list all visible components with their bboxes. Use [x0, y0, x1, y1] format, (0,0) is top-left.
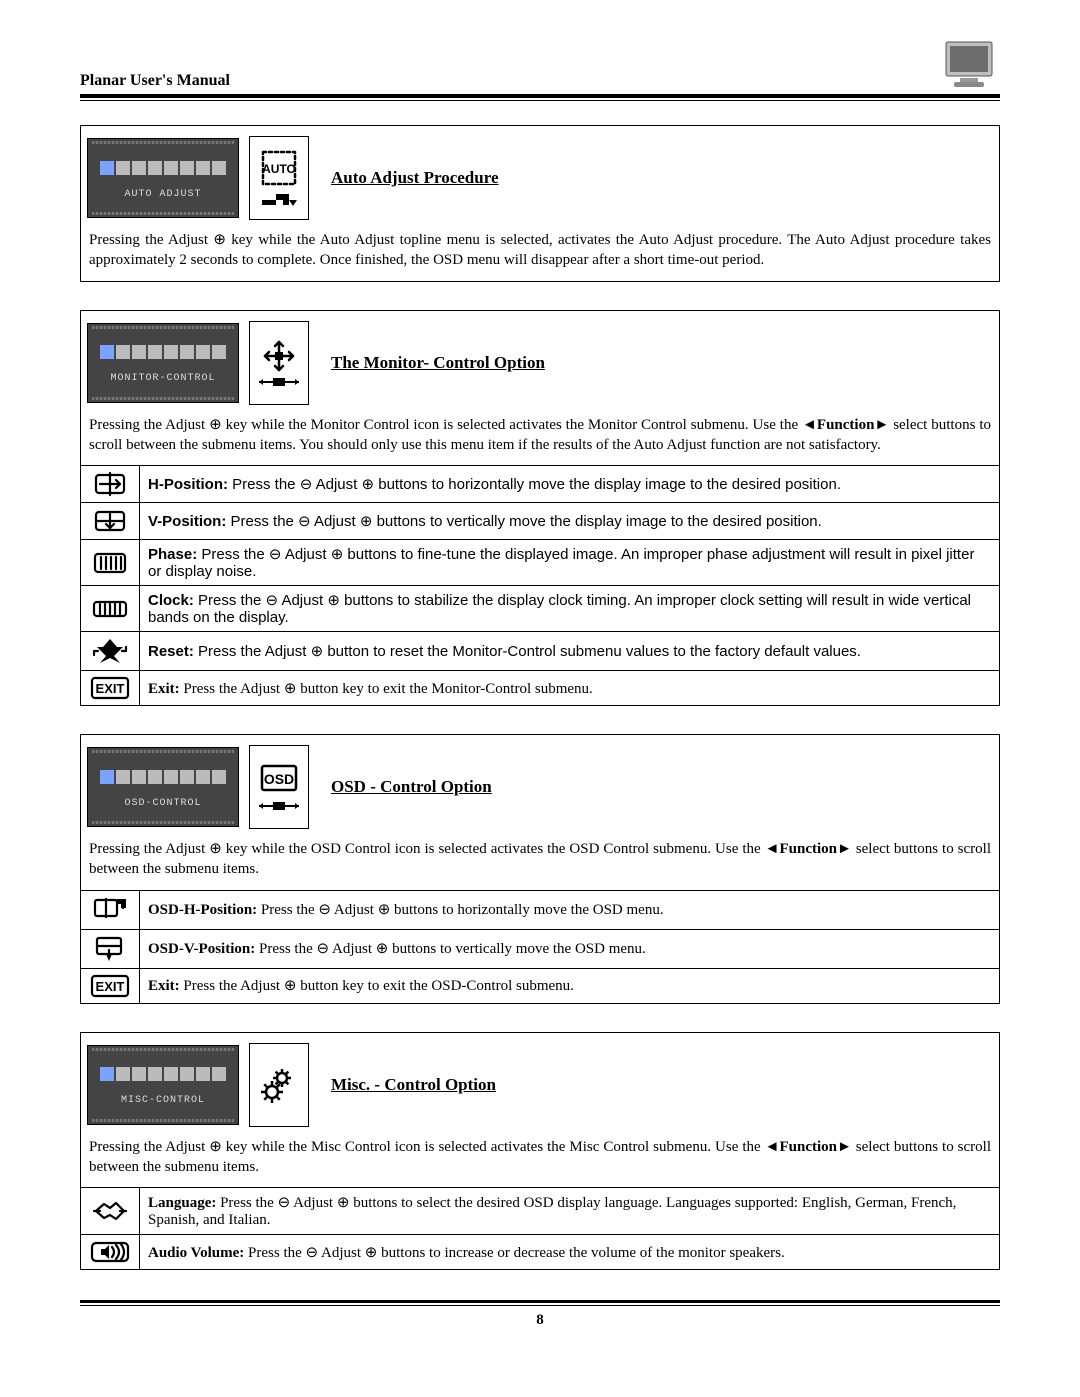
section-title: The Monitor- Control Option — [331, 353, 545, 373]
row-description: Phase: Press the ⊖ Adjust ⊕ buttons to f… — [140, 540, 1000, 586]
section-box: MISC-CONTROL Misc. - Control Option Pressi… — [80, 1032, 1000, 1271]
table-row: Audio Volume: Press the ⊖ Adjust ⊕ butto… — [81, 1235, 999, 1270]
osd-thumb-label: OSD-CONTROL — [124, 798, 201, 809]
section-intro-text: Pressing the Adjust ⊕ key while the Moni… — [81, 411, 999, 466]
table-row: OSD-H-Position: Press the ⊖ Adjust ⊕ but… — [81, 890, 999, 929]
page-number: 8 — [80, 1312, 1000, 1329]
osdv-icon — [81, 929, 140, 968]
osd-menu-thumbnail: AUTO ADJUST — [87, 138, 239, 218]
row-description: Clock: Press the ⊖ Adjust ⊕ buttons to s… — [140, 586, 1000, 632]
clock-icon — [81, 586, 140, 632]
table-row: Language: Press the ⊖ Adjust ⊕ buttons t… — [81, 1188, 999, 1235]
hpos-icon — [81, 466, 140, 503]
table-row: Clock: Press the ⊖ Adjust ⊕ buttons to s… — [81, 586, 999, 632]
section-mini-icon — [249, 1043, 309, 1127]
reset-icon — [81, 632, 140, 671]
table-row: EXIT Exit: Press the Adjust ⊕ button key … — [81, 968, 999, 1003]
section-intro-text: Pressing the Adjust ⊕ key while the OSD … — [81, 835, 999, 890]
exit-icon: EXIT — [81, 671, 140, 706]
phase-icon — [81, 540, 140, 586]
row-description: Exit: Press the Adjust ⊕ button key to e… — [140, 968, 1000, 1003]
osd-thumb-label: MONITOR-CONTROL — [110, 373, 215, 384]
row-description: Reset: Press the Adjust ⊕ button to rese… — [140, 632, 1000, 671]
svg-text:OSD: OSD — [264, 771, 294, 787]
section-title: Misc. - Control Option — [331, 1075, 496, 1095]
section-box: OSD-CONTROL OSD OSD - Control Option Pressi… — [80, 734, 1000, 1004]
audio-icon — [81, 1235, 140, 1270]
row-description: H-Position: Press the ⊖ Adjust ⊕ buttons… — [140, 466, 1000, 503]
svg-text:AUTO: AUTO — [262, 162, 296, 176]
submenu-table: H-Position: Press the ⊖ Adjust ⊕ buttons… — [81, 465, 999, 705]
table-row: V-Position: Press the ⊖ Adjust ⊕ buttons… — [81, 503, 999, 540]
table-row: H-Position: Press the ⊖ Adjust ⊕ buttons… — [81, 466, 999, 503]
section-title: OSD - Control Option — [331, 777, 492, 797]
monitor-corner-icon — [942, 40, 1000, 90]
section-intro-text: Pressing the Adjust ⊕ key while the Auto… — [81, 226, 999, 281]
svg-text:EXIT: EXIT — [96, 979, 125, 994]
table-row: Phase: Press the ⊖ Adjust ⊕ buttons to f… — [81, 540, 999, 586]
osd-menu-thumbnail: MISC-CONTROL — [87, 1045, 239, 1125]
section-mini-icon — [249, 321, 309, 405]
manual-title: Planar User's Manual — [80, 72, 230, 90]
submenu-table: Language: Press the ⊖ Adjust ⊕ buttons t… — [81, 1187, 999, 1269]
section-title: Auto Adjust Procedure — [331, 168, 499, 188]
vpos-icon — [81, 503, 140, 540]
row-description: V-Position: Press the ⊖ Adjust ⊕ buttons… — [140, 503, 1000, 540]
table-row: Reset: Press the Adjust ⊕ button to rese… — [81, 632, 999, 671]
osd-menu-thumbnail: MONITOR-CONTROL — [87, 323, 239, 403]
lang-icon — [81, 1188, 140, 1235]
section-mini-icon: OSD — [249, 745, 309, 829]
section-box: MONITOR-CONTROL The Monitor- Control Opti… — [80, 310, 1000, 707]
section-mini-icon: AUTO — [249, 136, 309, 220]
exit-icon: EXIT — [81, 968, 140, 1003]
table-row: OSD-V-Position: Press the ⊖ Adjust ⊕ but… — [81, 929, 999, 968]
osd-thumb-label: AUTO ADJUST — [124, 189, 201, 200]
submenu-table: OSD-H-Position: Press the ⊖ Adjust ⊕ but… — [81, 890, 999, 1003]
row-description: OSD-V-Position: Press the ⊖ Adjust ⊕ but… — [140, 929, 1000, 968]
row-description: Audio Volume: Press the ⊖ Adjust ⊕ butto… — [140, 1235, 1000, 1270]
table-row: EXIT Exit: Press the Adjust ⊕ button key … — [81, 671, 999, 706]
osdh-icon — [81, 890, 140, 929]
svg-text:EXIT: EXIT — [96, 681, 125, 696]
osd-thumb-label: MISC-CONTROL — [121, 1095, 205, 1106]
row-description: OSD-H-Position: Press the ⊖ Adjust ⊕ but… — [140, 890, 1000, 929]
section-intro-text: Pressing the Adjust ⊕ key while the Misc… — [81, 1133, 999, 1188]
row-description: Language: Press the ⊖ Adjust ⊕ buttons t… — [140, 1188, 1000, 1235]
osd-menu-thumbnail: OSD-CONTROL — [87, 747, 239, 827]
row-description: Exit: Press the Adjust ⊕ button key to e… — [140, 671, 1000, 706]
section-box: AUTO ADJUST AUTO Auto Adjust Procedure Pres… — [80, 125, 1000, 282]
